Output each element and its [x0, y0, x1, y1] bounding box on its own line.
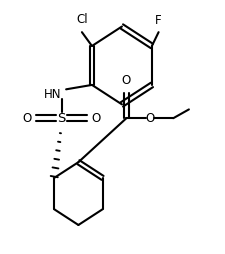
Text: O: O	[22, 112, 31, 125]
Text: O: O	[145, 112, 154, 125]
Text: HN: HN	[44, 88, 61, 101]
Text: O: O	[91, 112, 101, 125]
Text: Cl: Cl	[76, 13, 87, 26]
Text: F: F	[155, 14, 161, 27]
Text: O: O	[121, 74, 130, 87]
Text: S: S	[57, 112, 65, 125]
